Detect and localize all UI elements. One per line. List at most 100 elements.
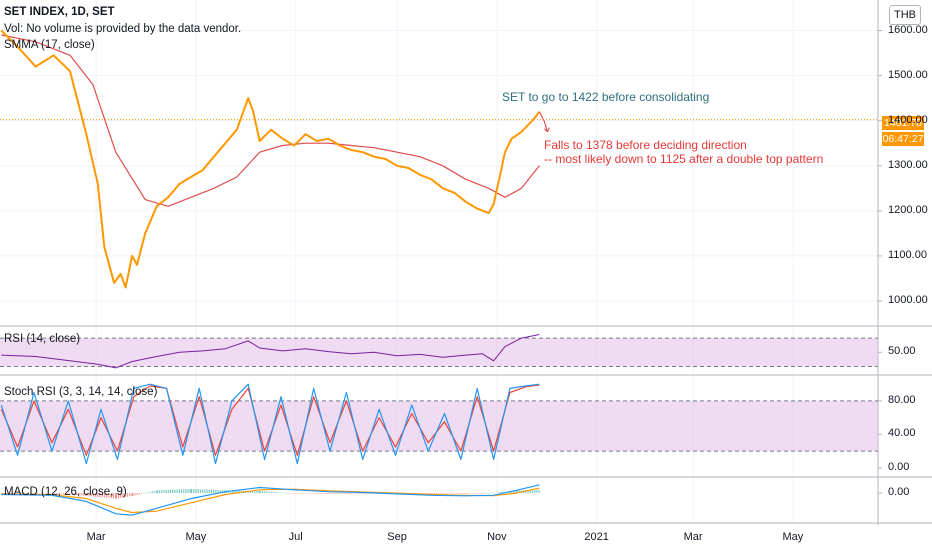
macd-histogram-bar (337, 493, 339, 494)
macd-histogram-bar (290, 493, 292, 494)
macd-histogram-bar (515, 490, 517, 494)
macd-histogram-bar (217, 490, 219, 494)
y-tick-label: 1200.00 (888, 203, 928, 216)
macd-histogram-bar (492, 492, 494, 494)
macd-histogram-bar (292, 493, 294, 494)
macd-histogram-bar (470, 493, 472, 494)
macd-histogram-bar (169, 489, 172, 494)
macd-histogram-bar (149, 491, 151, 494)
macd-histogram-bar (361, 493, 363, 494)
macd-histogram-bar (435, 493, 437, 494)
y-tick-label: 1300.00 (888, 158, 928, 171)
x-tick-label: Nov (487, 531, 507, 543)
x-tick-label: Mar (683, 531, 703, 543)
macd-histogram-bar (124, 493, 126, 498)
macd-histogram-bar (451, 493, 453, 494)
macd-histogram-bar (438, 493, 440, 494)
macd-histogram-bar (511, 490, 513, 494)
macd-histogram-bar (249, 490, 251, 494)
annotation-fall-line1[interactable]: Falls to 1378 before deciding direction (544, 138, 747, 152)
macd-histogram-bar (474, 493, 476, 494)
macd-histogram-bar (174, 489, 176, 494)
macd-histogram-bar (531, 489, 534, 493)
macd-histogram-bar (140, 493, 143, 494)
macd-histogram-bar (261, 491, 264, 493)
macd-histogram-bar (189, 489, 191, 494)
macd-histogram-bar (313, 493, 315, 494)
macd-histogram-bar (500, 492, 502, 494)
macd-histogram-bar (210, 489, 212, 494)
macd-histogram-bar (281, 492, 283, 494)
macd-histogram-bar (305, 493, 307, 494)
macd-histogram-bar (206, 489, 208, 493)
macd-histogram-bar (442, 493, 444, 494)
macd-histogram-bar (45, 493, 47, 494)
macd-histogram-bar (479, 493, 481, 494)
macd-histogram-bar (120, 493, 122, 498)
macd-histogram-bar (483, 493, 485, 494)
macd-histogram-bar (195, 489, 197, 494)
macd-histogram-bar (16, 493, 18, 494)
rsi-legend[interactable]: RSI (14, close) (4, 333, 81, 345)
macd-legend[interactable]: MACD (12, 26, close, 9) (4, 486, 127, 498)
macd-histogram-bar (264, 491, 266, 494)
stoch-rsi-legend[interactable]: Stoch RSI (3, 3, 14, 14, close) (4, 386, 158, 398)
macd-histogram-bar (154, 490, 156, 494)
macd-histogram-bar (204, 489, 206, 494)
macd-histogram-bar (86, 493, 88, 496)
y-tick-label: 40.00 (888, 427, 916, 440)
countdown-tag: 06:47:27 (882, 132, 924, 146)
macd-histogram-bar (536, 489, 538, 493)
macd-histogram-bar (58, 493, 60, 495)
macd-histogram-bar (165, 490, 167, 494)
macd-histogram-bar (423, 493, 425, 494)
macd-histogram-bar (110, 493, 112, 499)
macd-histogram-bar (126, 493, 128, 497)
y-tick-label: 1400.00 (888, 113, 928, 126)
macd-histogram-bar (335, 493, 337, 494)
macd-histogram-bar (54, 493, 56, 494)
y-tick-label: 1000.00 (888, 293, 928, 306)
macd-histogram-bar (163, 490, 165, 493)
macd-histogram-bar (221, 490, 223, 494)
macd-histogram-bar (10, 493, 12, 494)
macd-histogram-bar (29, 493, 32, 494)
macd-histogram-bar (322, 493, 324, 494)
macd-histogram-bar (138, 493, 140, 495)
macd-histogram-bar (38, 493, 40, 494)
macd-histogram-bar (300, 493, 302, 494)
macd-histogram-bar (433, 493, 435, 494)
macd-histogram-bar (103, 493, 106, 498)
macd-histogram-bar (341, 493, 343, 494)
macd-histogram-bar (97, 493, 99, 497)
y-tick-label: 1100.00 (888, 248, 927, 261)
macd-histogram-bar (348, 493, 350, 494)
currency-button[interactable]: THB (889, 5, 921, 25)
macd-line (1, 484, 540, 516)
macd-histogram-bar (346, 493, 348, 494)
macd-histogram-bar (236, 490, 238, 494)
macd-histogram-bar (516, 490, 518, 494)
macd-histogram-bar (354, 493, 356, 494)
macd-histogram-bar (131, 493, 133, 496)
macd-histogram-bar (219, 490, 221, 494)
macd-histogram-bar (493, 492, 495, 494)
macd-histogram-bar (147, 492, 149, 494)
y-tick-label: 50.00 (888, 345, 916, 358)
macd-histogram-bar (43, 493, 45, 494)
macd-histogram-bar (311, 493, 313, 494)
macd-histogram-bar (82, 493, 84, 496)
macd-histogram-bar (7, 493, 10, 494)
annotation-fall-line2[interactable]: -- most likely down to 1125 after a doub… (544, 152, 824, 166)
price-tag: 1401.78 (882, 116, 924, 130)
macd-histogram-bar (307, 493, 309, 494)
smma-legend[interactable]: SMMA (17, close) (4, 39, 95, 51)
annotation-target[interactable]: SET to go to 1422 before consolidating (502, 90, 710, 104)
macd-histogram-bar (490, 492, 492, 494)
macd-histogram-bar (320, 493, 322, 494)
macd-histogram-bar (167, 489, 169, 494)
chart-title: SET INDEX, 1D, SET (4, 6, 115, 18)
y-tick-label: 0.00 (888, 486, 910, 499)
macd-histogram-bar (143, 493, 145, 494)
